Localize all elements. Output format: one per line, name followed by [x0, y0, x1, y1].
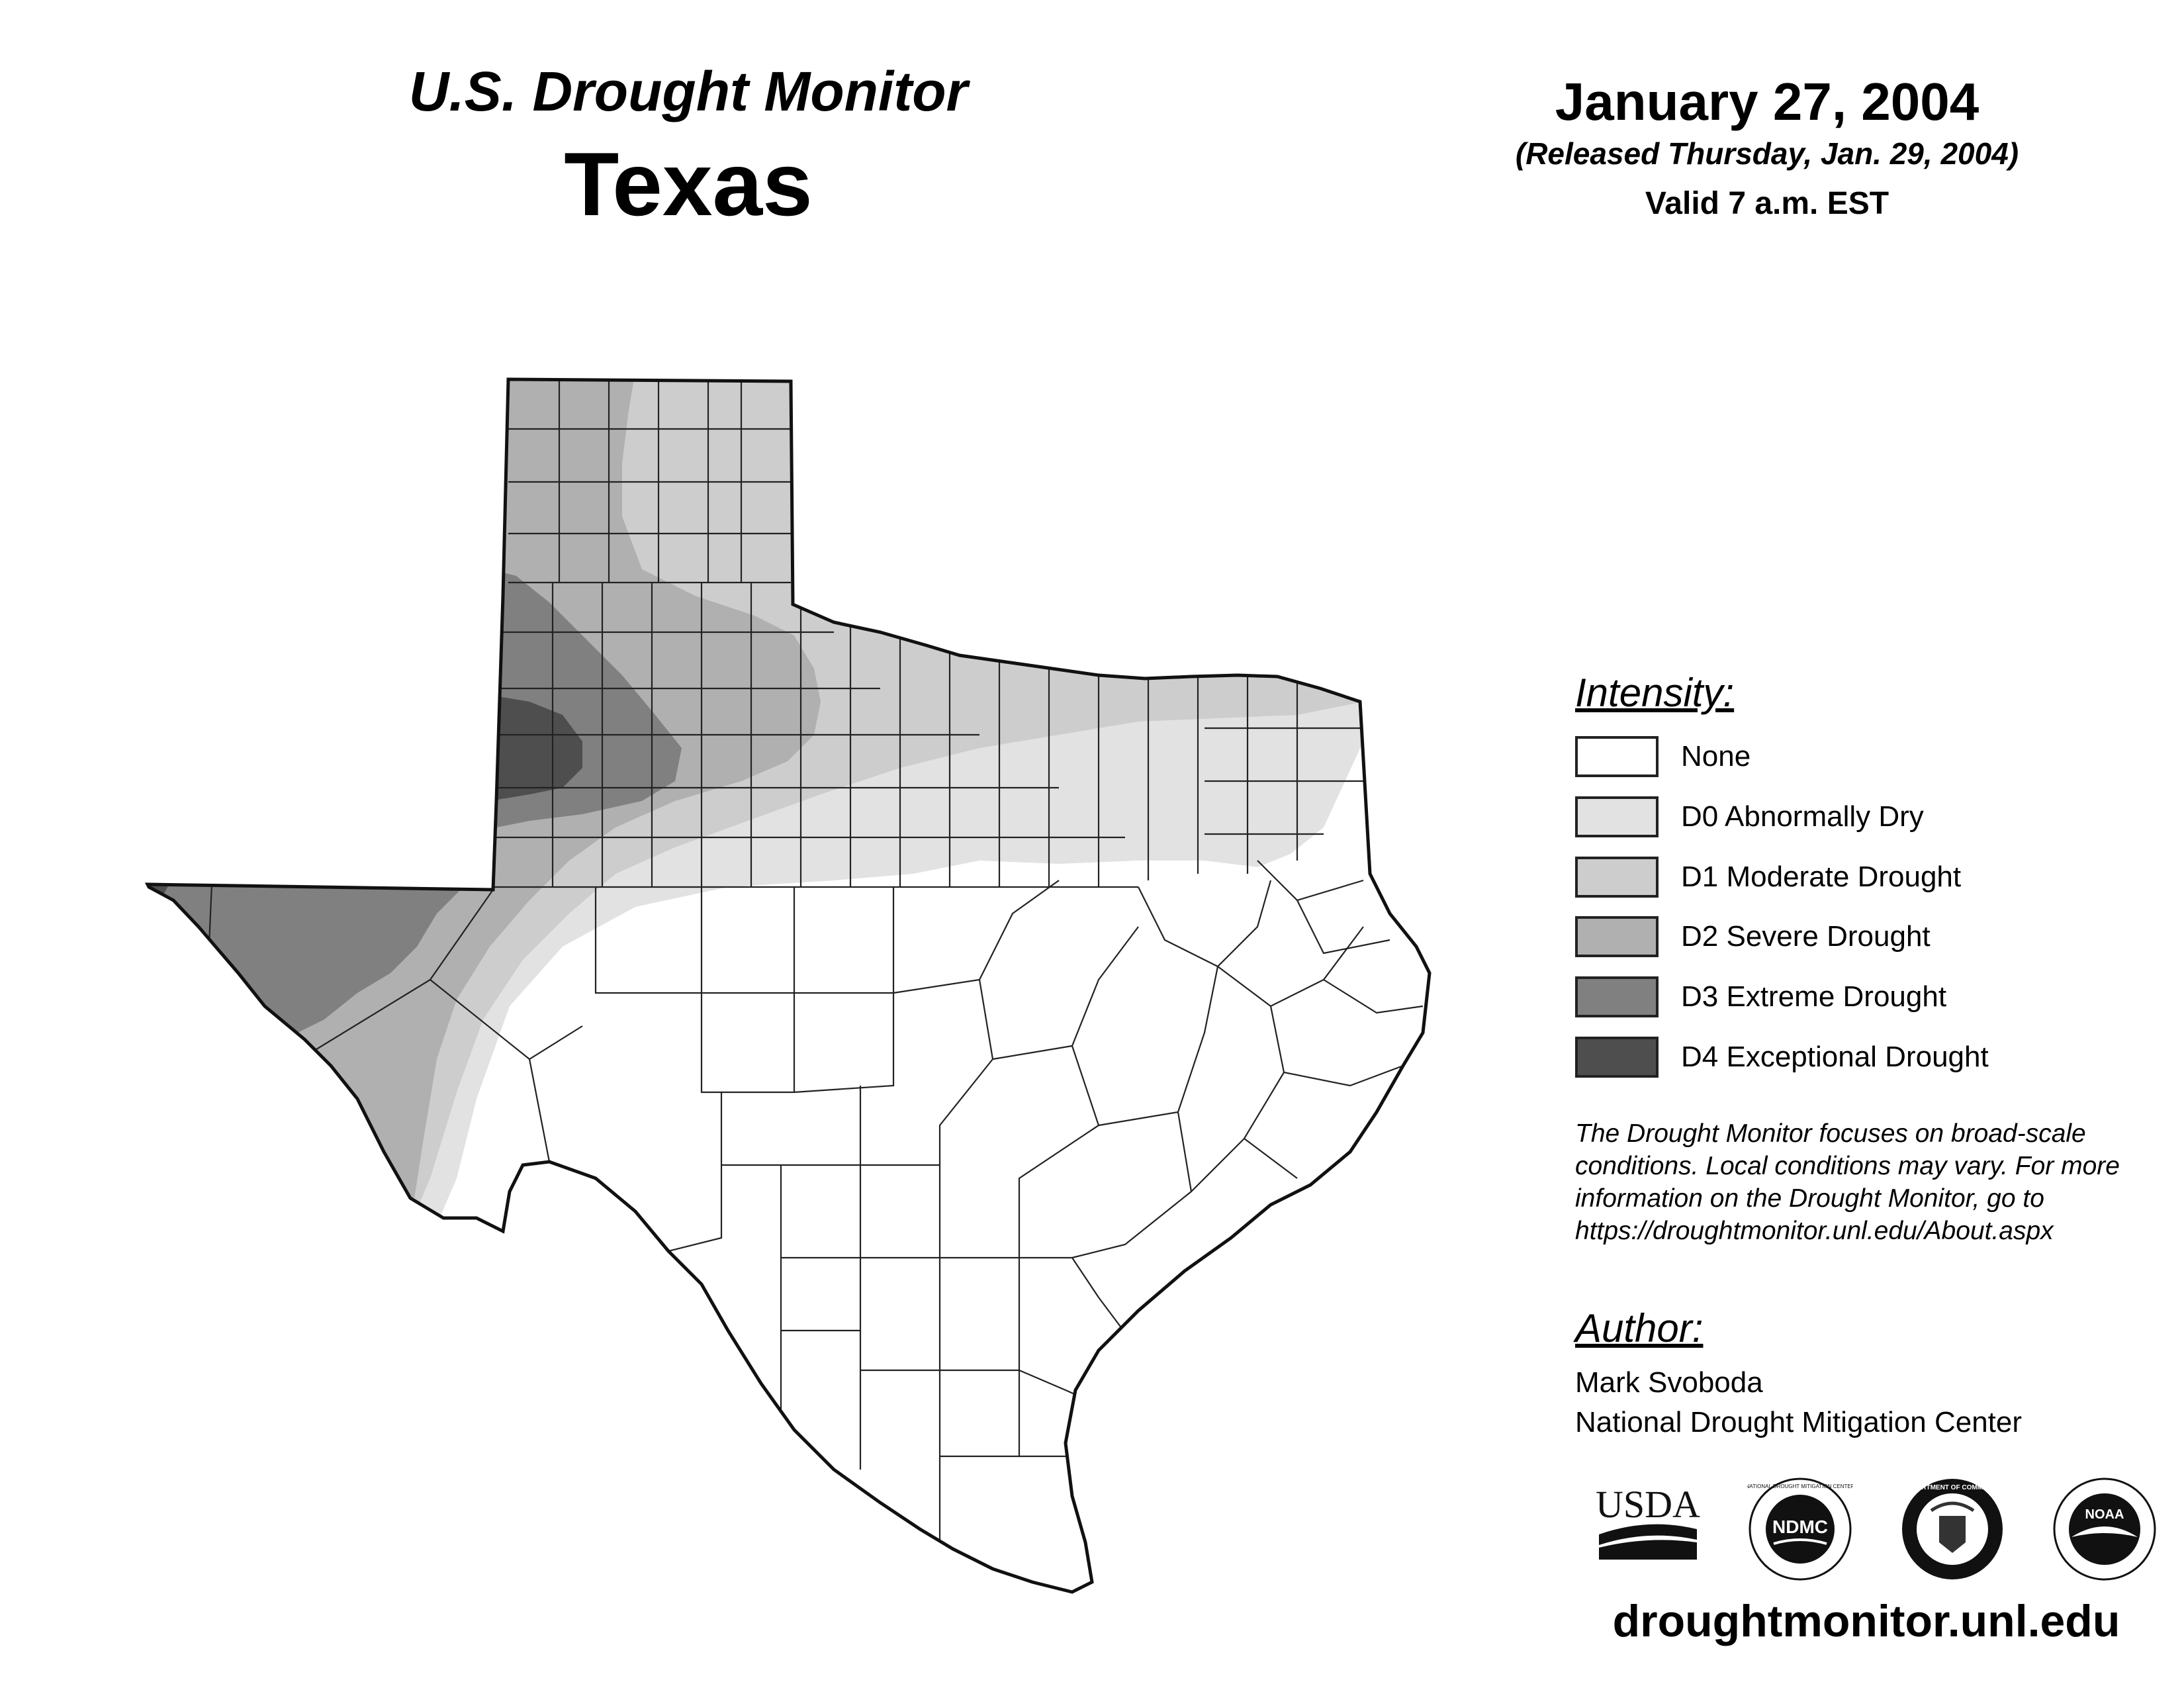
map-date: January 27, 2004: [1555, 72, 1979, 131]
author-heading: Author:: [1575, 1306, 1704, 1350]
svg-text:USDA: USDA: [1596, 1483, 1700, 1526]
author-org: National Drought Mitigation Center: [1575, 1406, 2023, 1438]
legend-swatch: [1575, 736, 1659, 777]
valid-time: Valid 7 a.m. EST: [1645, 186, 1889, 221]
release-date: (Released Thursday, Jan. 29, 2004): [1515, 136, 2019, 171]
legend-swatch: [1575, 976, 1659, 1017]
legend-swatch: [1575, 857, 1659, 898]
author-name: Mark Svoboda: [1575, 1366, 1763, 1399]
legend-swatch: [1575, 1037, 1659, 1078]
info-note: The Drought Monitor focuses on broad-sca…: [1575, 1119, 2120, 1245]
svg-text:NOAA: NOAA: [2085, 1507, 2124, 1522]
d4-zone: [490, 695, 582, 801]
legend-heading: Intensity:: [1575, 671, 1735, 715]
noaa-logo: NOAA: [2053, 1477, 2156, 1581]
d3-zone: [148, 569, 682, 1033]
commerce-logo: DEPARTMENT OF COMMERCE: [1902, 1479, 2003, 1579]
usda-logo: USDA: [1596, 1483, 1700, 1560]
svg-text:NDMC: NDMC: [1772, 1517, 1828, 1537]
website-url[interactable]: droughtmonitor.unl.edu: [1612, 1596, 2120, 1646]
legend-label: D0 Abnormally Dry: [1681, 800, 1924, 833]
legend-label: D2 Severe Drought: [1681, 920, 1931, 953]
legend-swatch: [1575, 796, 1659, 837]
svg-text:NATIONAL DROUGHT MITIGATION CE: NATIONAL DROUGHT MITIGATION CENTER: [1747, 1483, 1853, 1489]
legend-label: None: [1681, 740, 1751, 773]
state-name: Texas: [564, 134, 813, 234]
texas-drought-map: [139, 371, 1456, 1615]
legend-label: D1 Moderate Drought: [1681, 861, 1962, 893]
map-title: U.S. Drought Monitor: [408, 60, 968, 122]
ndmc-logo: NDMC NATIONAL DROUGHT MITIGATION CENTER: [1747, 1477, 1853, 1581]
svg-text:DEPARTMENT OF COMMERCE: DEPARTMENT OF COMMERCE: [1903, 1484, 2001, 1491]
legend-swatch: [1575, 916, 1659, 957]
legend-label: D3 Extreme Drought: [1681, 980, 1947, 1013]
legend-label: D4 Exceptional Drought: [1681, 1041, 1989, 1073]
